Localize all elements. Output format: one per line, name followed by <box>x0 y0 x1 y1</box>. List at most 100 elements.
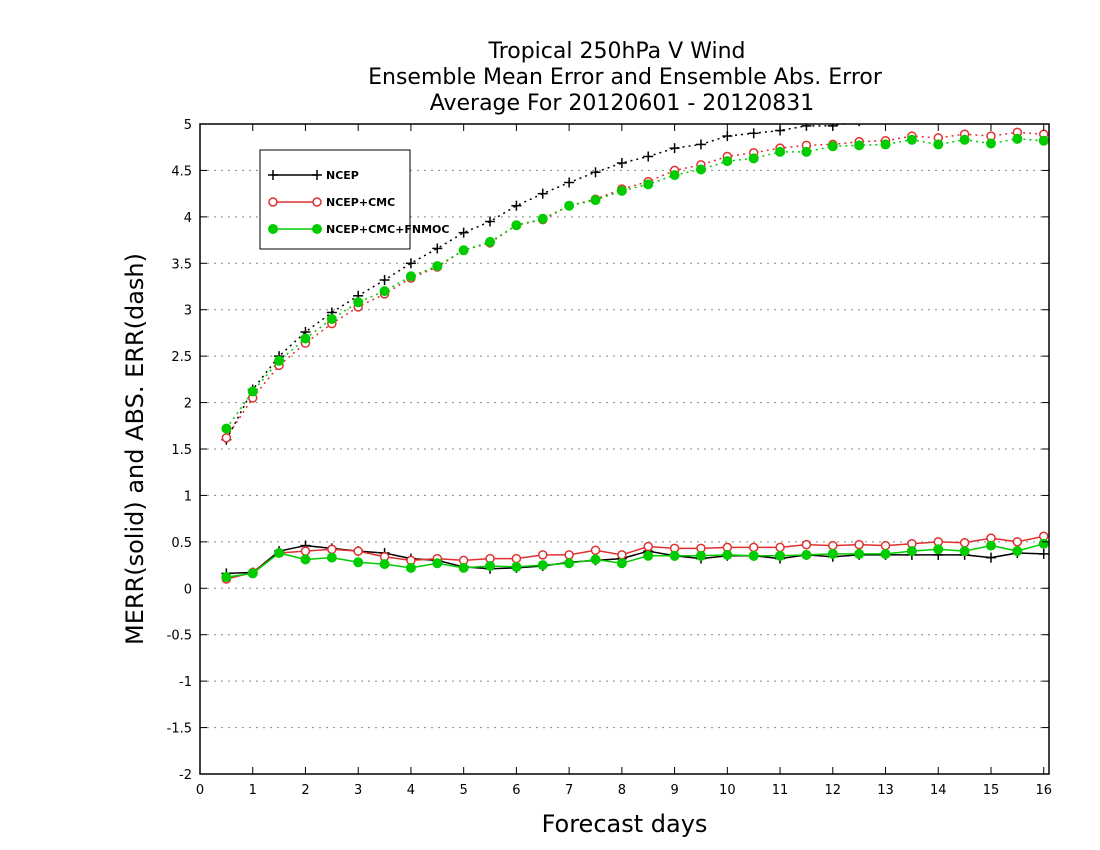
series-ncep-cmc-fnmoc-mean-error-point <box>722 549 733 560</box>
series-ncep-cmc-mean-error-point <box>748 542 759 553</box>
series-ncep-abs-error-point <box>960 108 970 118</box>
series-ncep-cmc-fnmoc-abs-error-point <box>511 220 522 231</box>
series-ncep-cmc-fnmoc-mean-error-point <box>379 559 390 570</box>
series-ncep-cmc-fnmoc-mean-error-point <box>827 548 838 559</box>
series-ncep-cmc-mean-error-point <box>353 546 363 556</box>
series-ncep-abs-error-point <box>695 139 706 150</box>
series-ncep-cmc-fnmoc-abs-error-point <box>985 138 996 149</box>
series-ncep-abs-error-point <box>1039 105 1049 115</box>
x-tick-label: 14 <box>930 783 947 798</box>
series-ncep-cmc-fnmoc-mean-error-point <box>854 548 865 559</box>
y-axis-ticks: -2 -1.5 -1 -0.5 0 0.5 1 1.5 2 2.5 3 3.5 4 4.5 5 <box>167 118 1049 783</box>
legend: NCEP NCEP+CMC NCEP+CMC+FNMOC <box>259 149 449 250</box>
series-ncep-cmc-mean-error-point <box>880 540 891 551</box>
legend-item-ncep-cmc-fnmoc-label: NCEP+CMC+FNMOC <box>326 223 449 236</box>
chart-title-line-2: Ensemble Mean Error and Ensemble Abs. Er… <box>368 65 883 90</box>
series-ncep-cmc-fnmoc-abs-error-point <box>379 286 390 297</box>
series-ncep-cmc-fnmoc-abs-error-point <box>643 179 654 190</box>
series-ncep-cmc-fnmoc-abs-error-point <box>669 170 680 181</box>
legend-item-ncep-marker-left <box>268 170 278 180</box>
series-ncep-cmc-fnmoc-mean-error-point <box>669 550 680 561</box>
series-ncep-abs-error-point <box>801 124 812 131</box>
x-tick-label: 15 <box>983 783 1000 798</box>
series-ncep-cmc-fnmoc-abs-error-point <box>827 141 838 152</box>
series-ncep-cmc-abs-error-point <box>221 433 232 443</box>
plot-series <box>221 105 1049 584</box>
legend-box <box>259 149 411 250</box>
series-ncep-cmc-fnmoc-mean-error-point <box>511 561 522 572</box>
y-tick-label: -2 <box>179 768 192 783</box>
series-ncep-abs-error-point <box>616 158 627 168</box>
series-ncep-cmc-fnmoc-mean-error-point <box>485 561 496 571</box>
series-ncep-cmc-mean-error-point <box>511 553 522 564</box>
x-tick-label: 12 <box>825 783 842 798</box>
x-tick-label: 4 <box>407 783 415 798</box>
series-ncep-abs-error-point <box>722 131 733 142</box>
series-ncep-abs-error-point <box>884 124 887 125</box>
series-ncep-cmc-mean-error-line <box>226 535 1044 580</box>
x-tick-label: 16 <box>1035 783 1052 798</box>
series-ncep-cmc-mean-error-point <box>801 539 812 550</box>
series-ncep-cmc-fnmoc-abs-error-point <box>854 140 865 151</box>
series-ncep-cmc-fnmoc-abs-error-point <box>326 314 337 324</box>
y-tick-label: 5 <box>184 118 192 133</box>
chart-title: Tropical 250hPa V Wind Ensemble Mean Err… <box>368 39 883 116</box>
series-ncep-abs-error-point <box>485 216 496 227</box>
series-ncep-abs-error-point <box>986 108 996 118</box>
series-ncep-cmc-mean-error-point <box>590 545 601 555</box>
x-tick-label: 7 <box>565 783 573 798</box>
series-ncep-cmc-fnmoc <box>221 133 1049 583</box>
series-ncep-cmc-fnmoc-mean-error-point <box>801 549 812 560</box>
series-ncep-cmc-mean-error-point <box>828 540 838 551</box>
y-tick-label: 1 <box>184 489 192 504</box>
x-tick-label: 8 <box>618 783 626 798</box>
series-ncep-cmc-fnmoc-abs-error-point <box>880 139 891 150</box>
series-ncep-cmc-fnmoc-abs-error-point <box>801 146 812 157</box>
legend-item-ncep-cmc-label: NCEP+CMC <box>326 196 395 209</box>
y-axis-label: MERR(solid) and ABS. ERR(dash) <box>121 253 149 645</box>
series-ncep-cmc-fnmoc-abs-error-point <box>537 213 548 224</box>
series-ncep-cmc-fnmoc-mean-error-point <box>775 550 786 561</box>
series-ncep-cmc-fnmoc-mean-error-point <box>300 554 311 565</box>
series-ncep-cmc-fnmoc-mean-error-point <box>880 548 891 559</box>
series-ncep-abs-error-point <box>564 177 575 188</box>
series-ncep-abs-error-point <box>590 167 601 178</box>
series-ncep-cmc-fnmoc-abs-error-point <box>616 185 627 196</box>
y-tick-label: -1.5 <box>167 722 192 737</box>
series-ncep-cmc-fnmoc-mean-error-point <box>616 558 627 569</box>
series-ncep-cmc-fnmoc-mean-error-point <box>326 552 337 563</box>
series-ncep-abs-error-point <box>379 275 390 285</box>
series-ncep-cmc-mean-error-point <box>775 542 785 553</box>
series-ncep-cmc-fnmoc-mean-error-point <box>221 572 232 583</box>
series-ncep-cmc-fnmoc-abs-error-point <box>405 271 416 282</box>
series-ncep-cmc-fnmoc-abs-error-point <box>485 236 496 247</box>
chart-title-line-1: Tropical 250hPa V Wind <box>487 39 745 64</box>
series-ncep-abs-error-point <box>669 143 680 154</box>
y-tick-label: -1 <box>179 675 192 690</box>
series-ncep-cmc-fnmoc-abs-error-point <box>775 146 786 157</box>
x-tick-label: 6 <box>512 783 520 798</box>
legend-item-ncep-cmc-marker-left <box>268 197 278 207</box>
legend-item-ncep-cmc: NCEP+CMC <box>268 196 395 209</box>
x-tick-label: 2 <box>301 783 309 798</box>
series-ncep-cmc-mean-error-point <box>617 550 627 560</box>
series-ncep-cmc-fnmoc-mean-error-point <box>537 560 548 571</box>
series-ncep-cmc-mean-error-point <box>564 550 574 560</box>
series-ncep-cmc-fnmoc-abs-error-point <box>748 153 759 164</box>
series-ncep-abs-error-point <box>933 112 943 122</box>
series-ncep-cmc-fnmoc-abs-error-point <box>906 134 917 145</box>
chart-title-line-3: Average For 20120601 - 20120831 <box>430 91 815 116</box>
series-ncep-cmc-fnmoc-abs-error-point <box>458 245 469 256</box>
series-ncep-cmc-fnmoc-mean-error-point <box>906 546 917 557</box>
series-ncep-cmc-mean-error-point <box>327 544 337 555</box>
x-tick-label: 11 <box>772 783 789 798</box>
x-tick-label: 9 <box>670 783 678 798</box>
series-ncep-cmc-fnmoc-abs-error-point <box>1038 135 1049 146</box>
legend-item-ncep-cmc-fnmoc: NCEP+CMC+FNMOC <box>268 223 449 236</box>
series-ncep-abs-error-point <box>643 151 654 162</box>
x-tick-label: 3 <box>354 783 362 798</box>
y-tick-label: 2.5 <box>171 350 192 365</box>
x-tick-label: 13 <box>877 783 894 798</box>
series-ncep-cmc-fnmoc-mean-error-point <box>405 562 416 573</box>
series-ncep-cmc-fnmoc-abs-error-point <box>353 297 364 308</box>
